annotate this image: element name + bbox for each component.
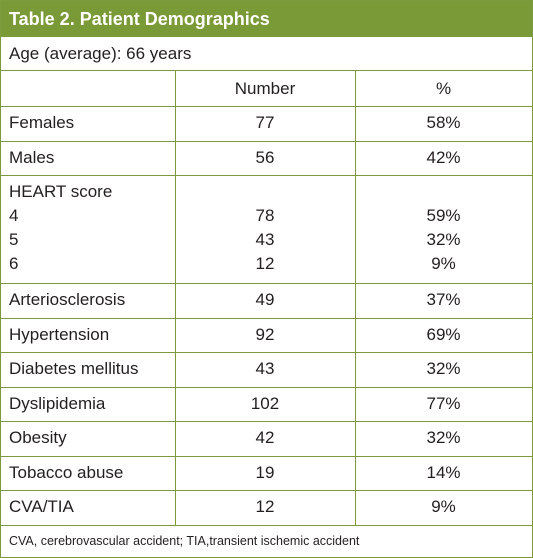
number-cell: 78 [255, 206, 275, 225]
percent-cell: 77% [426, 393, 461, 413]
row-divider [1, 386, 532, 388]
percent-cell: 58% [426, 113, 461, 132]
row-divider [1, 175, 532, 176]
column-header: Number [234, 79, 296, 98]
number-cell: 56 [255, 147, 275, 167]
percent-cell: 69% [426, 324, 461, 344]
row-label: Males [9, 147, 55, 167]
row-label: Obesity [9, 428, 67, 447]
number-cell: 43 [255, 230, 275, 249]
row-divider [1, 140, 532, 142]
number-cell: 49 [255, 290, 275, 309]
table-title: Table 2. Patient Demographics [1, 1, 532, 37]
row-divider [1, 106, 532, 107]
number-cell: 12 [255, 254, 275, 273]
number-cell: 102 [250, 393, 280, 413]
sub-row-label: 4 [9, 206, 19, 225]
row-label: Diabetes mellitus [9, 359, 139, 378]
row-label: Females [9, 113, 75, 132]
percent-cell: 14% [426, 462, 461, 482]
row-label: Tobacco abuse [9, 462, 124, 482]
row-divider [1, 283, 532, 284]
age-summary: Age (average): 66 years [1, 37, 532, 71]
number-cell: 92 [255, 324, 275, 344]
row-label: Hypertension [9, 324, 110, 344]
row-divider [1, 490, 532, 491]
row-divider [1, 317, 532, 319]
percent-cell: 37% [426, 290, 461, 309]
column-divider [175, 71, 176, 525]
row-divider [1, 421, 532, 422]
percent-cell: 9% [431, 254, 456, 273]
row-divider [1, 524, 532, 526]
row-label: CVA/TIA [9, 497, 74, 516]
sub-row-label: 5 [9, 230, 19, 249]
percent-cell: 9% [431, 497, 456, 516]
percent-cell: 32% [426, 428, 461, 447]
row-label: HEART score [9, 182, 113, 201]
number-cell: 19 [255, 462, 275, 482]
number-cell: 12 [255, 497, 275, 516]
sub-row-label: 6 [9, 254, 19, 273]
percent-cell: 32% [426, 230, 461, 249]
percent-cell: 42% [426, 147, 461, 167]
column-header: % [435, 79, 452, 98]
row-label: Arteriosclerosis [9, 290, 126, 309]
row-divider [1, 455, 532, 457]
row-divider [1, 352, 532, 353]
percent-cell: 32% [426, 359, 461, 378]
column-divider [355, 71, 356, 525]
number-cell: 43 [255, 359, 275, 378]
number-cell: 42 [255, 428, 275, 447]
number-cell: 77 [255, 113, 275, 132]
row-label: Dyslipidemia [9, 393, 106, 413]
percent-cell: 59% [426, 206, 461, 225]
footnote: CVA, cerebrovascular accident; TIA,trans… [9, 534, 360, 548]
